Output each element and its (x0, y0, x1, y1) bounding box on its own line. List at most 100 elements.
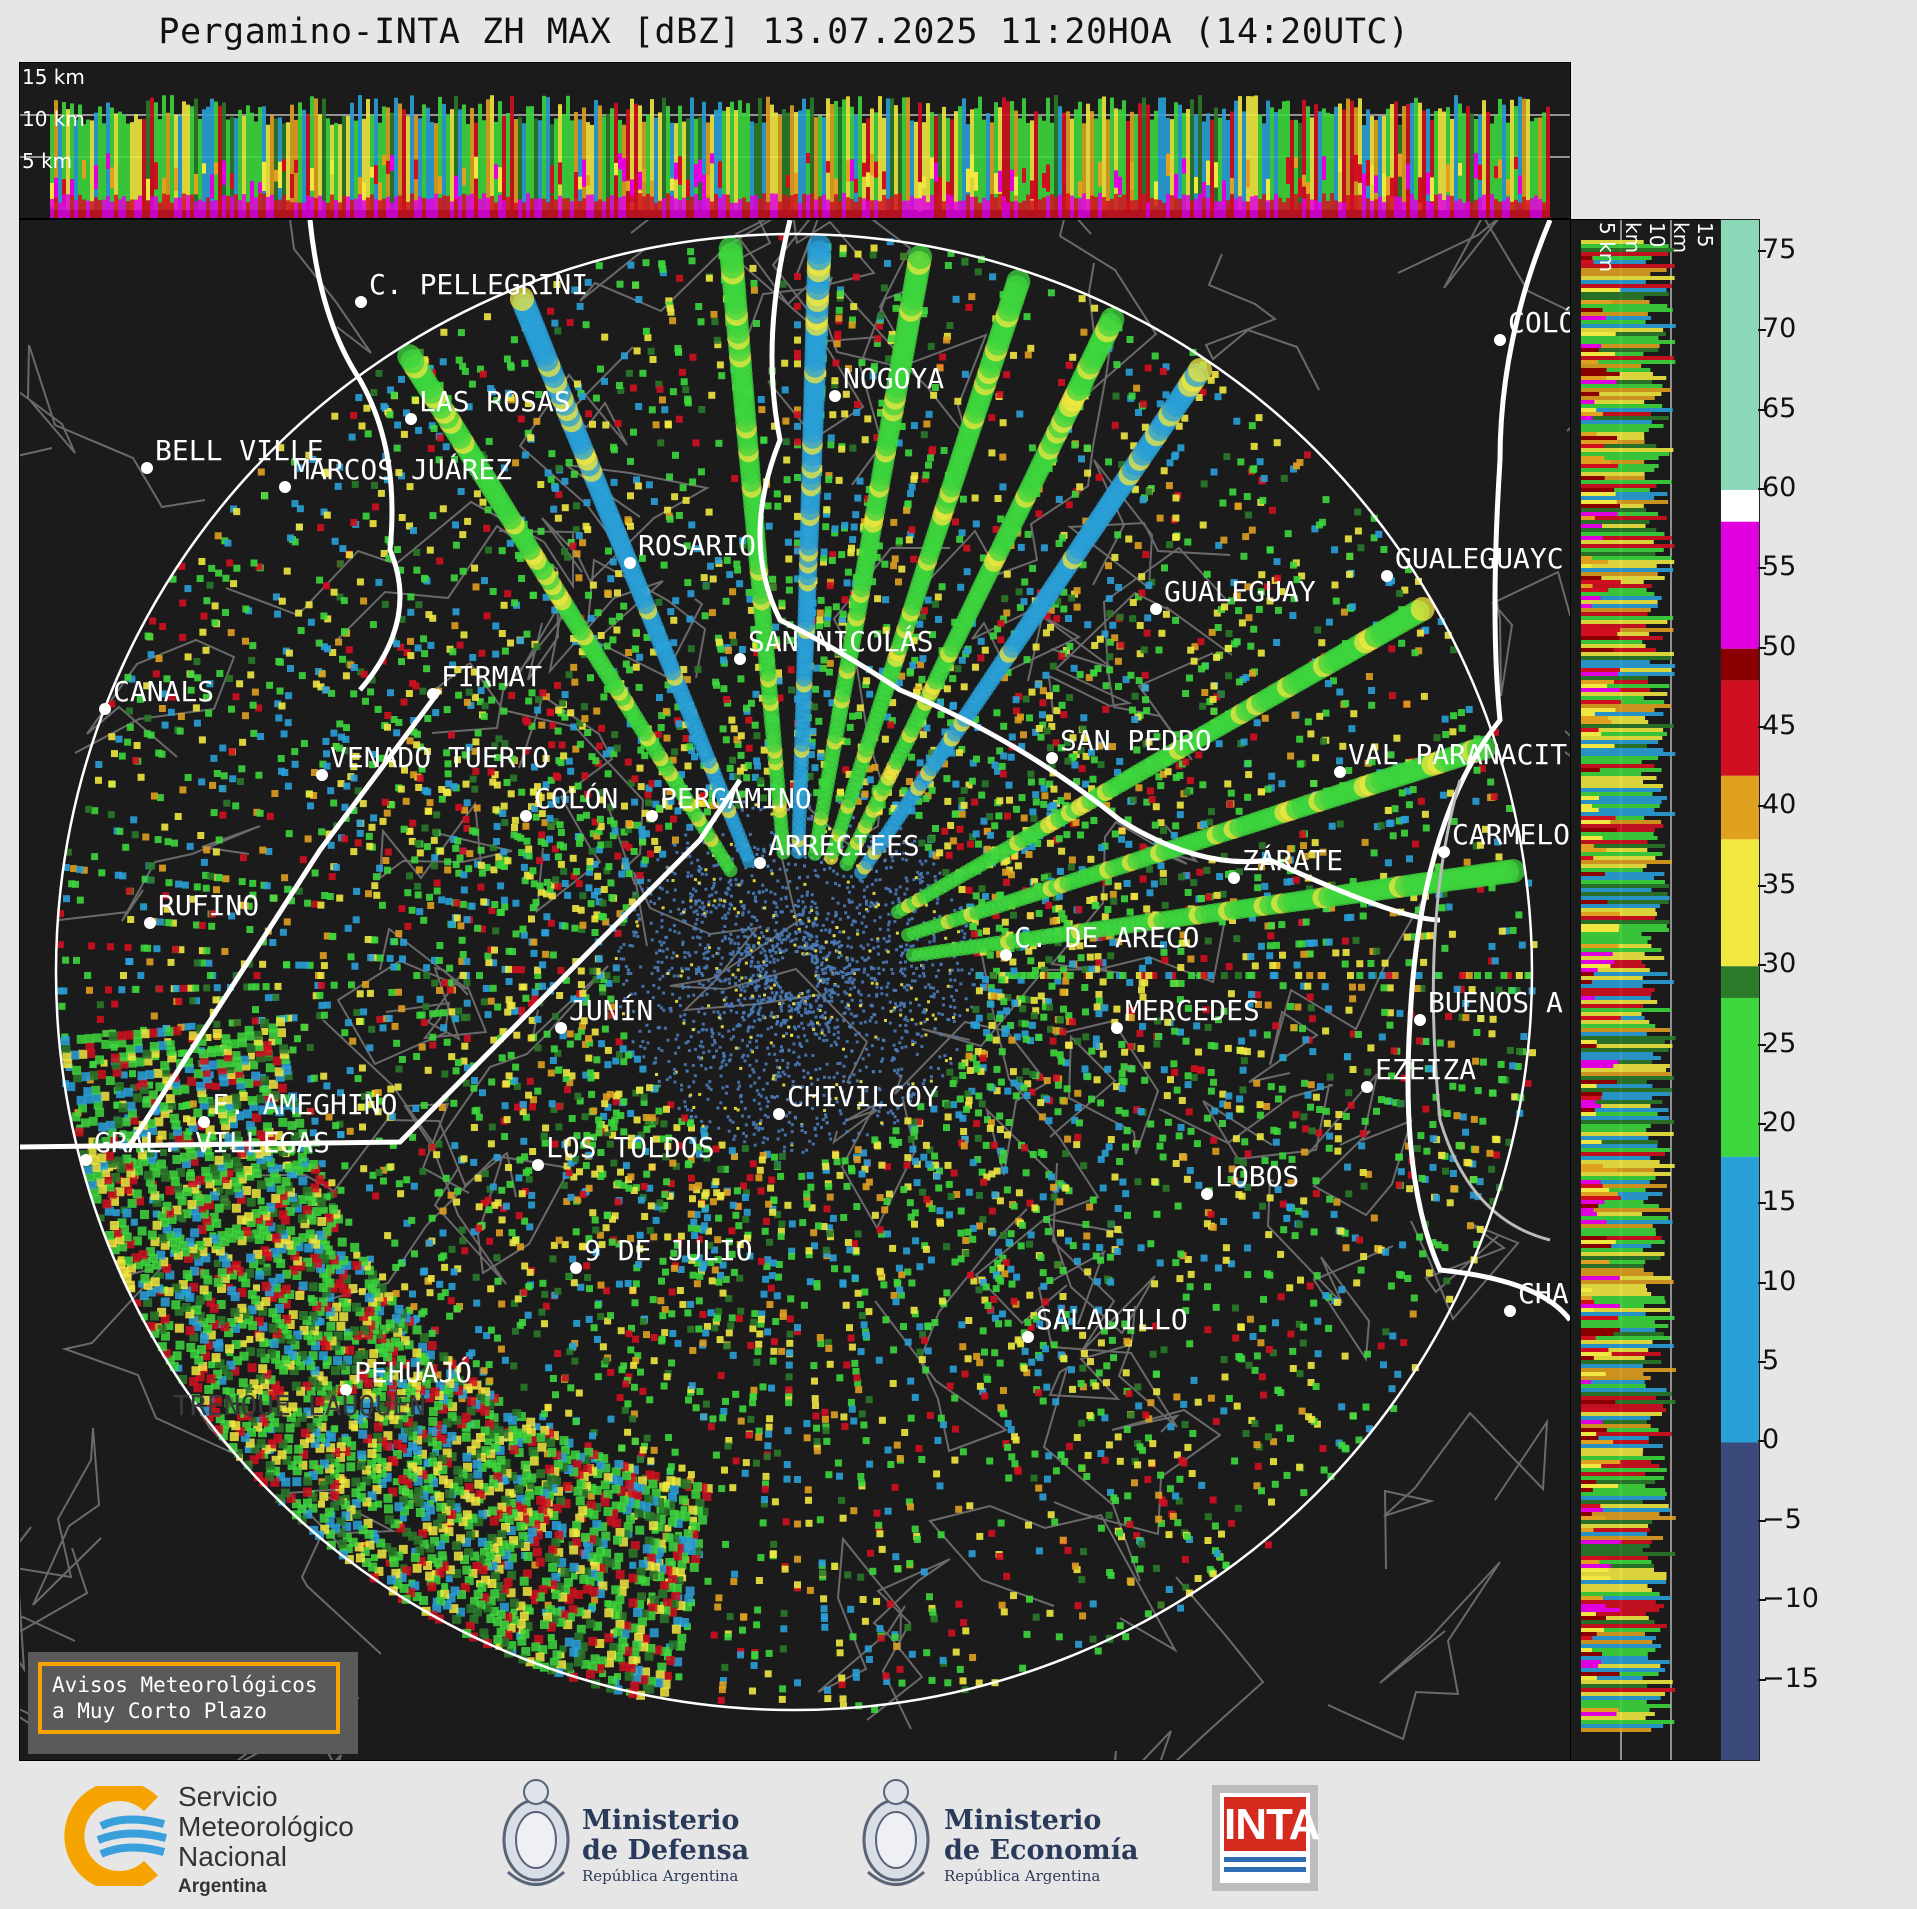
city-label: BUENOS A (1428, 986, 1563, 1019)
city-label: VENADO TUERTO (330, 741, 549, 774)
top-altitude-label-15: 15 km (22, 65, 85, 89)
top-cross-section-svg (20, 95, 1570, 218)
defensa-line2: de Defensa (582, 1835, 750, 1866)
city-marker (570, 1262, 582, 1274)
city-label: CHA (1518, 1277, 1569, 1310)
city-label: ROSARIO (638, 529, 756, 562)
city-marker (1150, 603, 1162, 615)
smn-line1: Servicio (178, 1781, 278, 1812)
radar-map-panel[interactable]: C. PELLEGRINI LAS ROSAS BELL VILLE MARCOS J… (19, 219, 1571, 1761)
top-cross-section-panel: 15 km 10 km 5 km (19, 62, 1571, 219)
city-label: PERGAMINO (660, 782, 812, 815)
city-marker (520, 810, 532, 822)
city-label: PEHUAJÓ (354, 1355, 472, 1389)
city-marker (80, 1154, 92, 1166)
colorbar-band (1721, 1442, 1759, 1760)
colorbar-band (1721, 680, 1759, 776)
colorbar-band (1721, 997, 1759, 1157)
city-marker (141, 462, 153, 474)
chart-title: Pergamino-INTA ZH MAX [dBZ] 13.07.2025 1… (158, 12, 1410, 52)
top-altitude-label-5: 5 km (22, 149, 73, 173)
colorbar-tickmark (1758, 1519, 1766, 1522)
colorbar-tick-label: 40 (1762, 789, 1797, 821)
city-label: SAN PEDRO (1060, 724, 1212, 757)
city-marker (1334, 766, 1346, 778)
colorbar-tickmark (1758, 567, 1766, 570)
city-label: MARCOS JUÁREZ (293, 452, 512, 486)
city-marker (734, 653, 746, 665)
avisos-inner-frame: Avisos Meteorológicos a Muy Corto Plazo (38, 1662, 340, 1734)
city-label: LOS TOLDOS (546, 1131, 715, 1164)
colorbar-tick-label: 0 (1762, 1424, 1780, 1456)
city-label: LAS ROSAS (419, 385, 571, 418)
colorbar-band (1721, 521, 1759, 649)
colorbar-tickmark (1758, 1043, 1766, 1046)
colorbar-tick-label: 50 (1762, 630, 1797, 662)
city-label: COLÓ (1508, 305, 1570, 339)
side-altitude-label-10: 10 km (1621, 222, 1669, 254)
colorbar-tickmark (1758, 1599, 1766, 1602)
city-marker (405, 413, 417, 425)
colorbar-tick-label: 75 (1762, 233, 1797, 265)
inta-stripe-2 (1224, 1867, 1306, 1872)
economia-line2: de Economía (944, 1835, 1139, 1866)
side-cross-section-panel: 5 km 10 km 15 km (1570, 219, 1722, 1761)
city-marker (1494, 334, 1506, 346)
city-marker (1228, 872, 1240, 884)
colorbar-tick-label: −10 (1762, 1583, 1819, 1615)
city-marker (144, 917, 156, 929)
city-label: C. PELLEGRINI (369, 268, 588, 301)
radar-echoes (55, 233, 1538, 1713)
city-marker (754, 857, 766, 869)
city-label: RUFINO (158, 889, 259, 922)
city-label: VAL PARANACIT (1348, 738, 1567, 771)
city-marker (1000, 949, 1012, 961)
city-label: EZEIZA (1375, 1053, 1476, 1086)
city-marker (316, 769, 328, 781)
city-label: FIRMAT (441, 660, 542, 693)
city-marker (1438, 846, 1450, 858)
city-marker (1361, 1081, 1373, 1093)
colorbar-tickmark (1758, 726, 1766, 729)
colorbar-tickmark (1758, 1202, 1766, 1205)
colorbar-tickmark (1758, 1361, 1766, 1364)
side-cross-section-svg (1581, 220, 1676, 1760)
colorbar-tickmark (1758, 805, 1766, 808)
city-label: F. AMEGHINO (212, 1088, 397, 1121)
smn-logo-text: Servicio Meteorológico Nacional Argentin… (178, 1782, 354, 1902)
colorbar-tickmark (1758, 487, 1766, 490)
colorbar-band (1721, 839, 1759, 967)
colorbar-tick-label: 35 (1762, 868, 1797, 900)
colorbar-tick-label: −5 (1762, 1503, 1802, 1535)
city-marker (555, 1022, 567, 1034)
avisos-box[interactable]: Avisos Meteorológicos a Muy Corto Plazo (28, 1652, 358, 1754)
side-altitude-label-5: 5 km (1595, 222, 1619, 273)
city-marker (624, 557, 636, 569)
colorbar-tick-label: 45 (1762, 710, 1797, 742)
city-label: GUALEGUAY (1164, 575, 1316, 608)
city-marker (1046, 752, 1058, 764)
city-marker (279, 481, 291, 493)
city-label: CANALS (113, 675, 214, 708)
colorbar-band (1721, 220, 1759, 490)
argentina-coat-of-arms-icon (502, 1779, 570, 1886)
colorbar-tick-label: 65 (1762, 392, 1797, 424)
city-marker (99, 703, 111, 715)
colorbar-band (1721, 648, 1759, 681)
city-label: NOGOYA (843, 362, 944, 395)
city-marker (1111, 1022, 1123, 1034)
city-label: GRAL. VILLEGAS (94, 1126, 330, 1159)
colorbar-tick-label: −15 (1762, 1662, 1819, 1694)
colorbar-tickmark (1758, 329, 1766, 332)
city-marker (355, 296, 367, 308)
smn-line3: Nacional (178, 1841, 287, 1872)
city-label: SALADILLO (1036, 1303, 1188, 1336)
avisos-line1: Avisos Meteorológicos (52, 1673, 318, 1697)
colorbar-tickmark (1758, 1122, 1766, 1125)
economia-line3: República Argentina (944, 1867, 1101, 1885)
city-marker (1022, 1331, 1034, 1343)
colorbar-tick-label: 20 (1762, 1106, 1797, 1138)
colorbar-tick-label: 15 (1762, 1186, 1797, 1218)
colorbar-tickmark (1758, 646, 1766, 649)
